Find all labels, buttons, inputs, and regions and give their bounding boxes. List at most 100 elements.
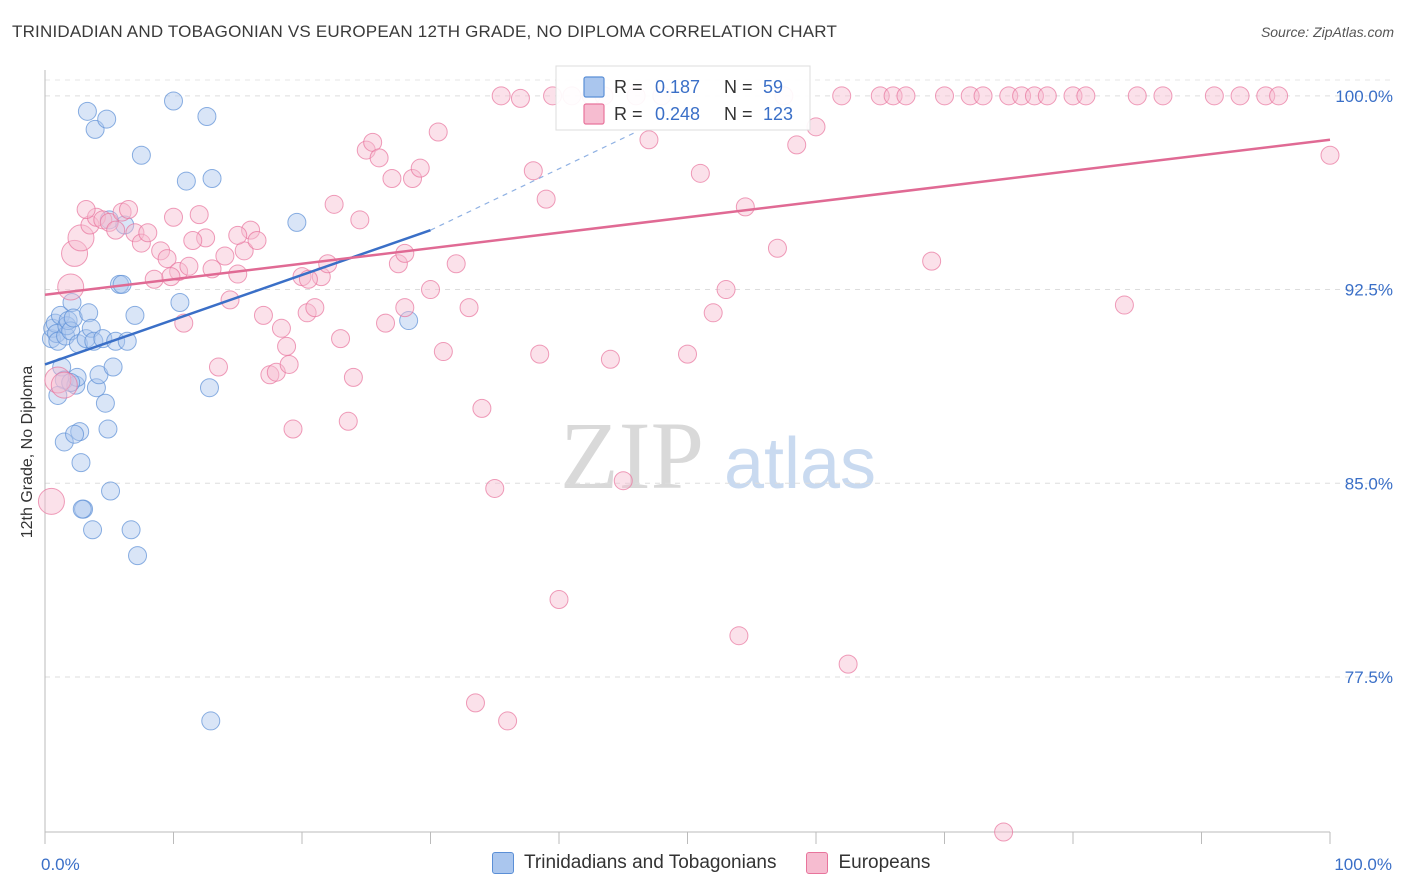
point-european — [716, 280, 736, 300]
y-tick-label: 100.0% — [1335, 87, 1393, 106]
trend-line-europeans — [44, 138, 1331, 296]
point-european — [549, 590, 569, 610]
point-european — [1037, 86, 1057, 106]
point-trinidadian — [63, 308, 83, 328]
legend-label-europeans: Europeans — [838, 852, 931, 873]
point-european — [1320, 145, 1340, 165]
point-european — [76, 199, 96, 219]
stats-n-value: 123 — [763, 104, 793, 124]
point-trinidadian — [72, 499, 92, 519]
point-european — [228, 225, 248, 245]
point-european — [1127, 86, 1147, 106]
point-european — [382, 168, 402, 188]
point-european — [838, 654, 858, 674]
point-trinidadian — [83, 520, 103, 540]
x-tick-label: 100.0% — [1334, 855, 1392, 874]
point-european — [253, 305, 273, 325]
point-european — [1230, 86, 1250, 106]
legend-item-trinidadians[interactable]: Trinidadians and Tobagonians — [492, 852, 776, 874]
point-european — [215, 246, 235, 266]
legend-label-trinidadians: Trinidadians and Tobagonians — [524, 852, 777, 873]
point-european — [896, 86, 916, 106]
point-european — [189, 205, 209, 225]
point-european — [208, 357, 228, 377]
x-tick-label: 0.0% — [41, 855, 80, 874]
point-european — [138, 223, 158, 243]
point-european — [376, 313, 396, 333]
point-european — [729, 626, 749, 646]
point-trinidadian — [48, 385, 68, 405]
point-european — [106, 220, 126, 240]
point-european — [331, 329, 351, 349]
point-european — [600, 349, 620, 369]
point-european — [350, 210, 370, 230]
point-european — [832, 86, 852, 106]
point-european — [144, 269, 164, 289]
legend-swatch-blue — [492, 852, 514, 874]
point-trinidadian — [201, 711, 221, 731]
point-european — [403, 168, 423, 188]
watermark-zip: ZIP — [560, 402, 704, 509]
point-trinidadian — [287, 212, 307, 232]
point-european — [338, 411, 358, 431]
point-european — [1114, 295, 1134, 315]
point-european — [164, 207, 183, 227]
stats-n-label: N = — [724, 77, 753, 97]
point-european — [530, 344, 550, 364]
point-european — [703, 303, 723, 323]
point-trinidadian — [202, 168, 222, 188]
point-european — [50, 371, 78, 399]
stats-swatch — [583, 76, 605, 98]
point-trinidadian — [70, 422, 90, 442]
point-trinidadian — [76, 329, 96, 349]
point-european — [57, 273, 85, 301]
point-trinidadian — [199, 378, 219, 398]
point-european — [994, 822, 1014, 842]
legend-item-europeans[interactable]: Europeans — [806, 852, 930, 874]
point-european — [369, 148, 389, 168]
point-european — [241, 220, 261, 240]
point-european — [973, 86, 993, 106]
point-european — [935, 86, 954, 106]
point-european — [472, 398, 492, 418]
point-european — [228, 264, 248, 284]
point-european — [735, 197, 755, 217]
stats-r-value: 0.187 — [655, 77, 700, 97]
point-european — [388, 254, 408, 274]
point-european — [523, 161, 543, 181]
watermark-atlas: atlas — [724, 424, 876, 504]
point-european — [485, 478, 505, 498]
y-axis-label: 12th Grade, No Diploma — [19, 366, 36, 539]
stats-n-label: N = — [724, 104, 753, 124]
point-trinidadian — [54, 432, 74, 452]
point-european — [277, 336, 297, 356]
point-european — [465, 693, 485, 713]
point-european — [395, 243, 415, 263]
point-trinidadian — [128, 546, 148, 566]
y-tick-label: 77.5% — [1345, 668, 1393, 687]
point-trinidadian — [66, 375, 86, 395]
point-european — [247, 230, 267, 250]
point-european — [1076, 86, 1096, 106]
point-trinidadian — [62, 292, 82, 312]
point-trinidadian — [399, 311, 419, 331]
point-european — [37, 487, 65, 515]
point-trinidadian — [71, 453, 91, 473]
point-european — [1269, 86, 1289, 106]
chart-title: TRINIDADIAN AND TOBAGONIAN VS EUROPEAN 1… — [12, 22, 838, 41]
point-trinidadian — [176, 171, 196, 191]
stats-n-value: 59 — [763, 77, 783, 97]
point-european — [61, 239, 89, 267]
point-european — [410, 158, 430, 178]
point-trinidadian — [121, 520, 141, 540]
point-european — [1153, 86, 1173, 106]
point-european — [324, 194, 344, 214]
point-trinidadian — [95, 393, 115, 413]
point-european — [99, 212, 119, 232]
point-european — [767, 238, 787, 258]
point-trinidadian — [98, 419, 118, 439]
point-trinidadian — [103, 357, 123, 377]
point-trinidadian — [106, 331, 126, 351]
stats-r-label: R = — [614, 77, 643, 97]
